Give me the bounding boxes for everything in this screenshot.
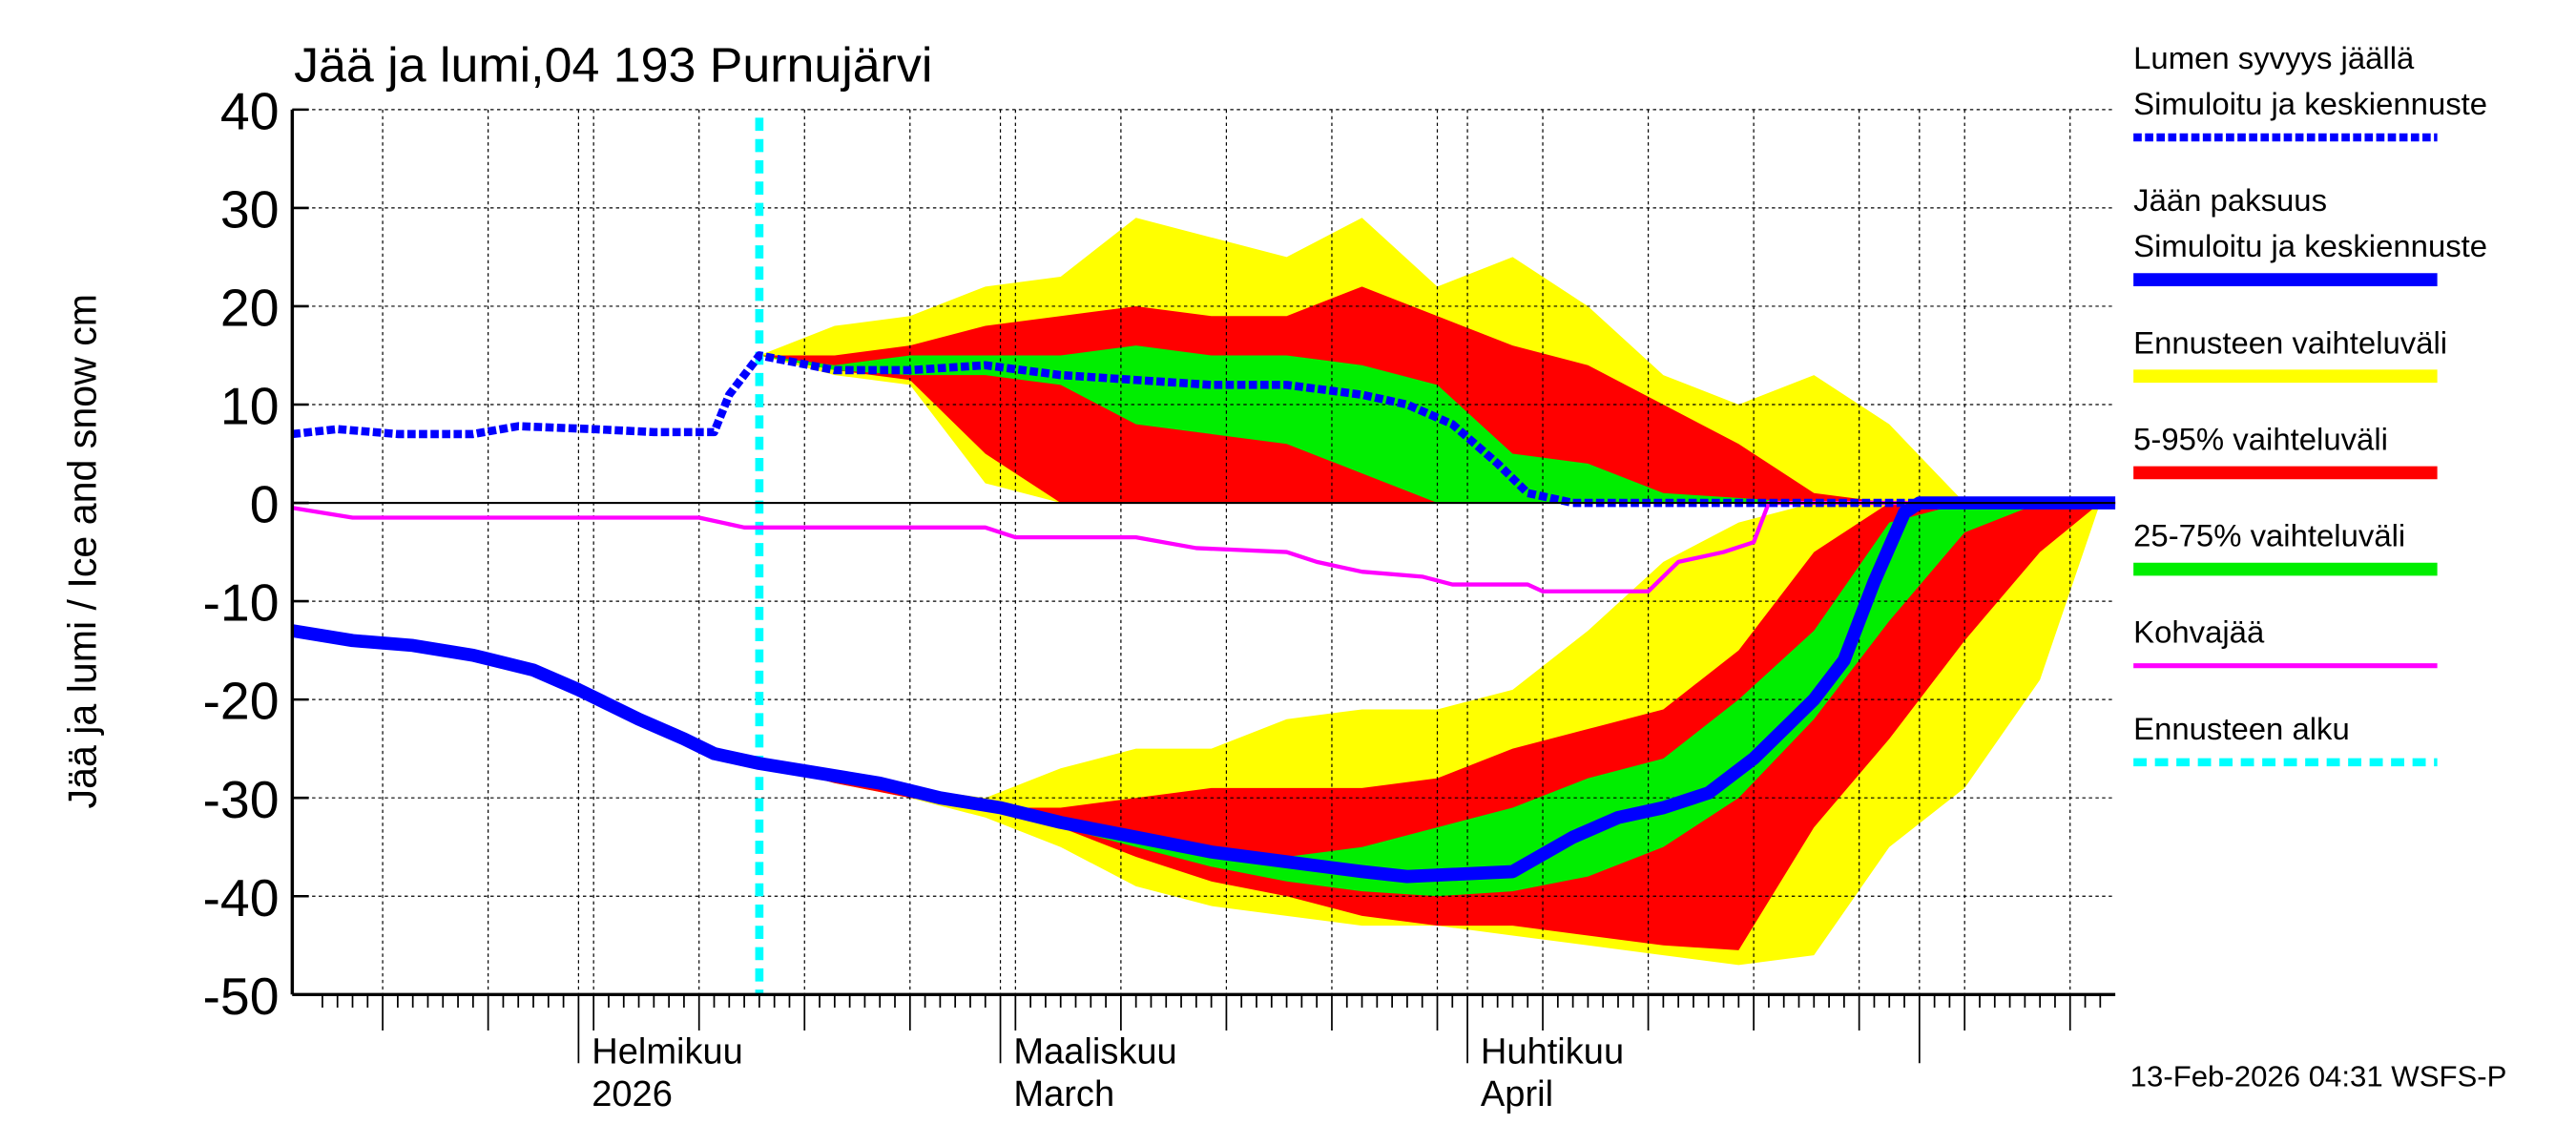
chart-title: Jää ja lumi,04 193 Purnujärvi	[294, 37, 932, 93]
y-tick-label: 10	[220, 377, 280, 436]
month-label: Maaliskuu	[1013, 1031, 1176, 1072]
legend-label: Ennusteen alku	[2133, 711, 2350, 746]
legend-label: Lumen syvyys jäällä	[2133, 40, 2415, 75]
month-label: Huhtikuu	[1481, 1031, 1624, 1072]
legend-label: 25-75% vaihteluväli	[2133, 518, 2405, 553]
y-tick-label: -10	[202, 573, 279, 633]
legend-label: 5-95% vaihteluväli	[2133, 422, 2388, 457]
legend-label: Jään paksuus	[2133, 182, 2327, 218]
series-lines	[291, 117, 2116, 995]
month-sublabel: 2026	[592, 1074, 673, 1114]
legend-label: Ennusteen vaihteluväli	[2133, 324, 2447, 360]
y-tick-label: -20	[202, 672, 279, 731]
slush-ice-line	[291, 500, 2116, 593]
y-tick-label: 0	[250, 475, 280, 534]
forecast-bands	[758, 218, 2101, 966]
footer-timestamp: 13-Feb-2026 04:31 WSFS-P	[2130, 1059, 2507, 1093]
y-tick-label: 40	[220, 82, 280, 141]
y-tick-label: 20	[220, 279, 280, 338]
month-sublabel: April	[1481, 1074, 1553, 1114]
band-snow-green	[758, 345, 2101, 504]
ice-thickness-line	[291, 496, 2116, 884]
y-tick-label: -50	[202, 967, 279, 1026]
y-tick-label: -40	[202, 868, 279, 927]
y-tick-label: -30	[202, 770, 279, 829]
month-label: Helmikuu	[592, 1031, 743, 1072]
band-ice-red	[758, 503, 2101, 950]
month-sublabel: March	[1013, 1074, 1114, 1114]
legend-label: Kohvajää	[2133, 614, 2265, 650]
y-axis-label: Jää ja lumi / Ice and snow cm	[60, 294, 104, 808]
legend-sublabel: Simuloitu ja keskiennuste	[2133, 228, 2487, 263]
legend: Lumen syvyys jäällä Simuloitu ja keskienn…	[2133, 40, 2487, 767]
y-tick-label: 30	[220, 180, 280, 239]
legend-sublabel: Simuloitu ja keskiennuste	[2133, 86, 2487, 121]
